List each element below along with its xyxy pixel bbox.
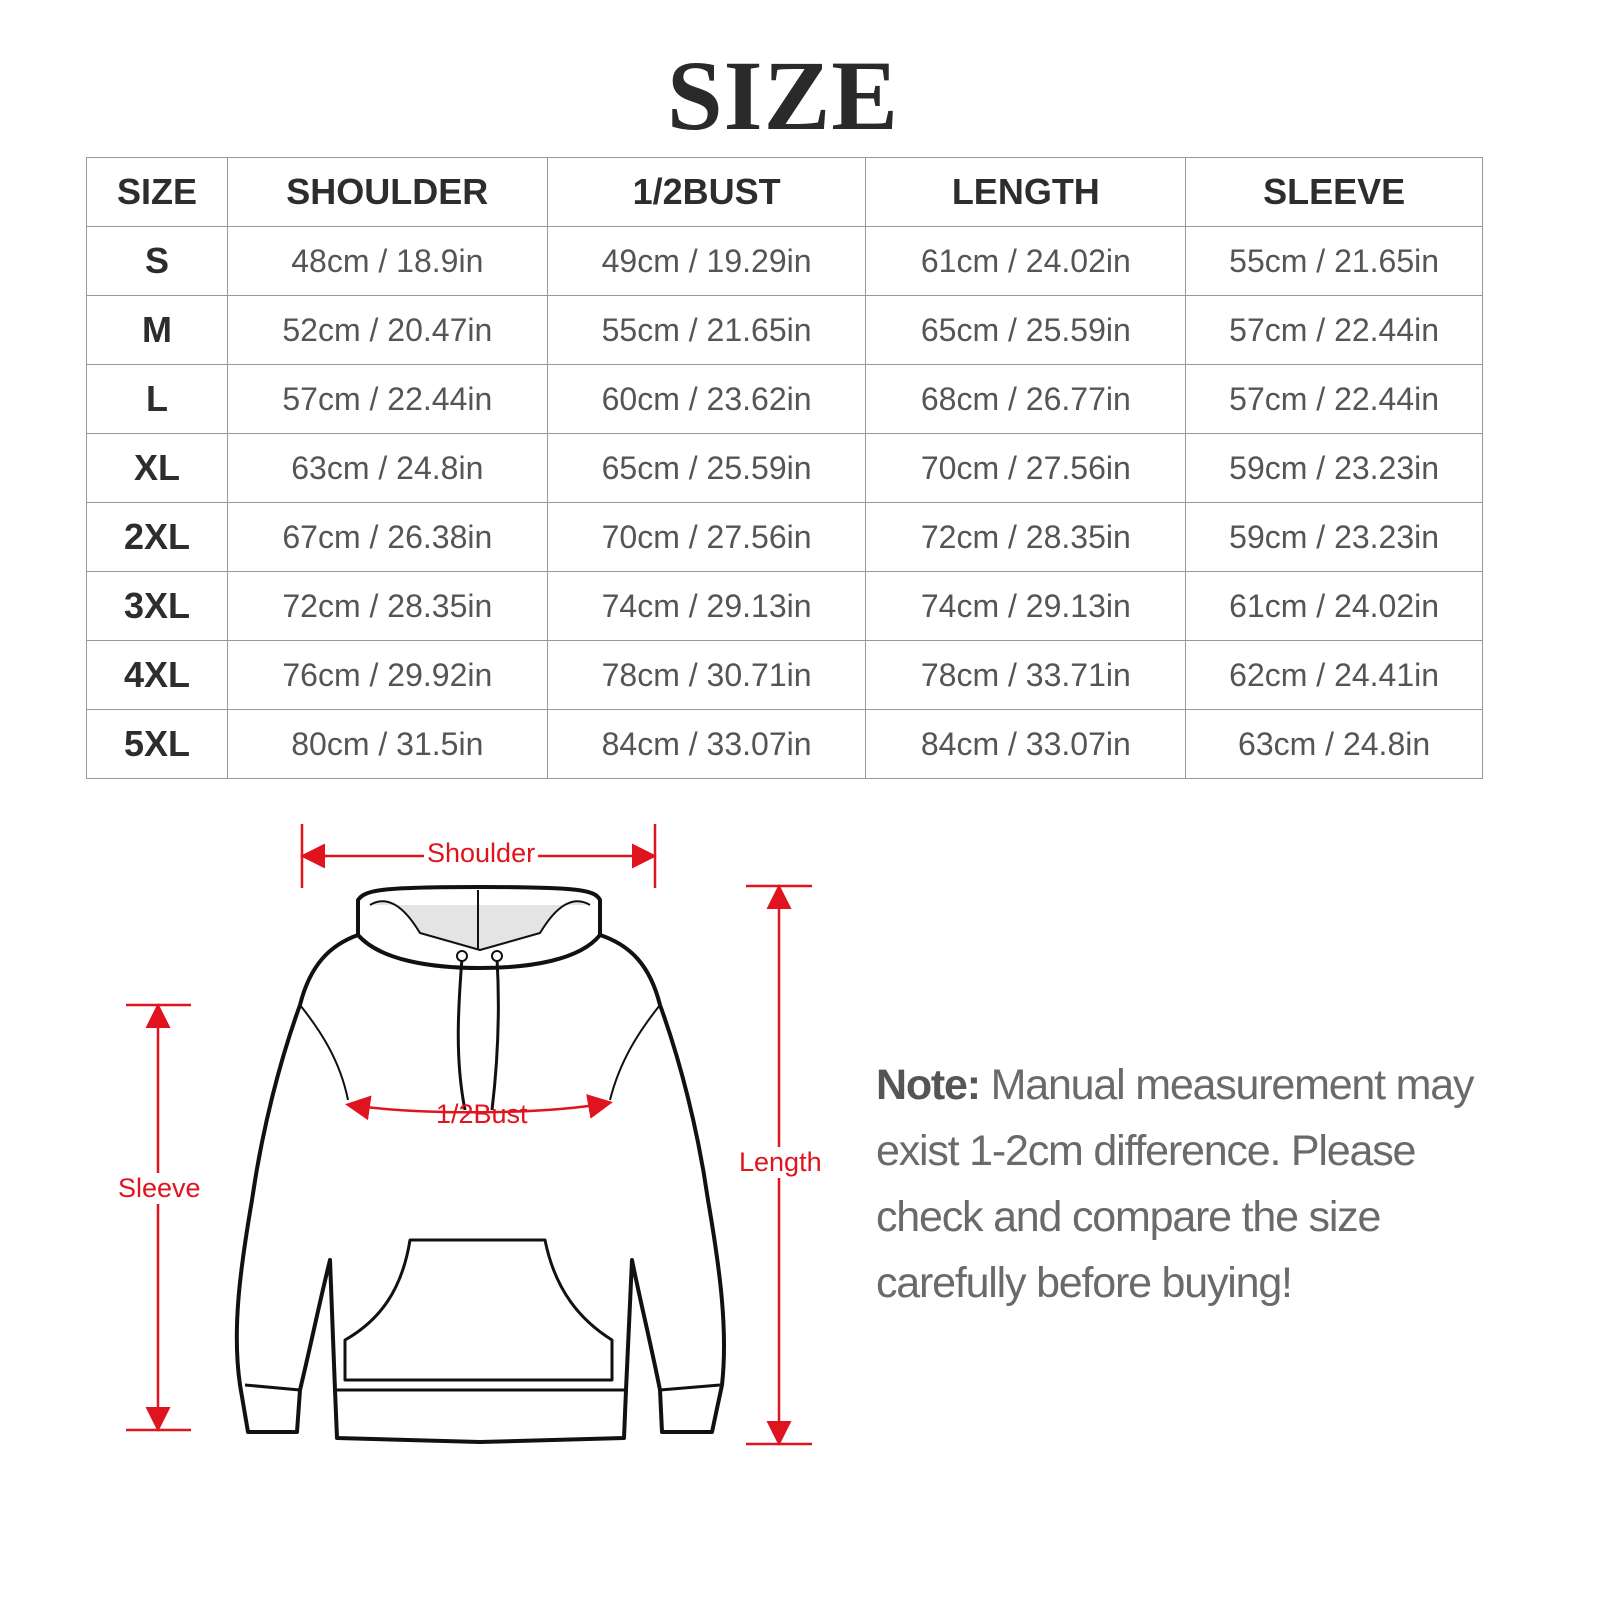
measurement-cell: 48cm / 18.9in xyxy=(226,226,548,296)
measurement-cell: 65cm / 25.59in xyxy=(865,295,1187,365)
measurement-cell: 63cm / 24.8in xyxy=(1185,709,1483,779)
measurement-cell: 55cm / 21.65in xyxy=(1185,226,1483,296)
column-header-length: LENGTH xyxy=(865,157,1187,227)
measurement-cell: 78cm / 30.71in xyxy=(546,640,867,710)
measurement-cell: 74cm / 29.13in xyxy=(546,571,867,641)
size-cell: 5XL xyxy=(86,709,228,779)
size-cell: M xyxy=(86,295,228,365)
bust-arrow xyxy=(345,1094,613,1121)
measurement-cell: 68cm / 26.77in xyxy=(865,364,1187,434)
size-cell: L xyxy=(86,364,228,434)
measurement-cell: 57cm / 22.44in xyxy=(1185,295,1483,365)
measurement-cell: 63cm / 24.8in xyxy=(226,433,548,503)
table-row: 4XL 76cm / 29.92in 78cm / 30.71in 78cm / 33… xyxy=(86,640,1483,710)
measurement-cell: 59cm / 23.23in xyxy=(1185,433,1483,503)
column-header-sleeve: SLEEVE xyxy=(1185,157,1483,227)
size-cell: XL xyxy=(86,433,228,503)
measurement-cell: 57cm / 22.44in xyxy=(1185,364,1483,434)
measurement-cell: 52cm / 20.47in xyxy=(226,295,548,365)
measurement-cell: 84cm / 33.07in xyxy=(546,709,867,779)
measurement-cell: 61cm / 24.02in xyxy=(1185,571,1483,641)
table-row: 5XL 80cm / 31.5in 84cm / 33.07in 84cm / 33.… xyxy=(86,709,1483,779)
measurement-cell: 80cm / 31.5in xyxy=(226,709,548,779)
bust-label: 1/2Bust xyxy=(436,1099,528,1129)
page-title: SIZE xyxy=(667,40,899,151)
size-table: SIZE SHOULDER 1/2BUST LENGTH SLEEVE S 48cm / … xyxy=(86,157,1483,779)
table-row: 3XL 72cm / 28.35in 74cm / 29.13in 74cm / 29… xyxy=(86,571,1483,641)
table-row: 2XL 67cm / 26.38in 70cm / 27.56in 72cm / 28… xyxy=(86,502,1483,572)
measurement-cell: 59cm / 23.23in xyxy=(1185,502,1483,572)
table-header-row: SIZE SHOULDER 1/2BUST LENGTH SLEEVE xyxy=(86,157,1483,227)
length-label: Length xyxy=(736,1147,825,1178)
measurement-cell: 70cm / 27.56in xyxy=(546,502,867,572)
measurement-cell: 55cm / 21.65in xyxy=(546,295,867,365)
measurement-cell: 57cm / 22.44in xyxy=(226,364,548,434)
note-label: Note: xyxy=(876,1061,981,1109)
hoodie-illustration xyxy=(234,885,727,1444)
column-header-12bust: 1/2BUST xyxy=(546,157,867,227)
measurement-cell: 49cm / 19.29in xyxy=(546,226,867,296)
note-body: Manual measurement may exist 1-2cm diffe… xyxy=(876,1061,1474,1307)
measurement-cell: 62cm / 24.41in xyxy=(1185,640,1483,710)
table-row: S 48cm / 18.9in 49cm / 19.29in 61cm / 24.02… xyxy=(86,226,1483,296)
note-text: Note: Manual measurement may exist 1-2cm… xyxy=(876,1052,1496,1316)
measurement-cell: 67cm / 26.38in xyxy=(226,502,548,572)
measurement-cell: 60cm / 23.62in xyxy=(546,364,867,434)
size-cell: 4XL xyxy=(86,640,228,710)
table-row: XL 63cm / 24.8in 65cm / 25.59in 70cm / 27.5… xyxy=(86,433,1483,503)
measurement-cell: 74cm / 29.13in xyxy=(865,571,1187,641)
sleeve-label: Sleeve xyxy=(115,1173,204,1204)
size-cell: 3XL xyxy=(86,571,228,641)
table-row: M 52cm / 20.47in 55cm / 21.65in 65cm / 25.5… xyxy=(86,295,1483,365)
measurement-cell: 84cm / 33.07in xyxy=(865,709,1187,779)
measurement-cell: 61cm / 24.02in xyxy=(865,226,1187,296)
measurement-cell: 65cm / 25.59in xyxy=(546,433,867,503)
measurement-cell: 76cm / 29.92in xyxy=(226,640,548,710)
size-cell: S xyxy=(86,226,228,296)
table-row: L 57cm / 22.44in 60cm / 23.62in 68cm / 26.7… xyxy=(86,364,1483,434)
column-header-size: SIZE xyxy=(86,157,228,227)
measurement-cell: 72cm / 28.35in xyxy=(226,571,548,641)
shoulder-label: Shoulder xyxy=(424,838,539,869)
measurement-cell: 72cm / 28.35in xyxy=(865,502,1187,572)
